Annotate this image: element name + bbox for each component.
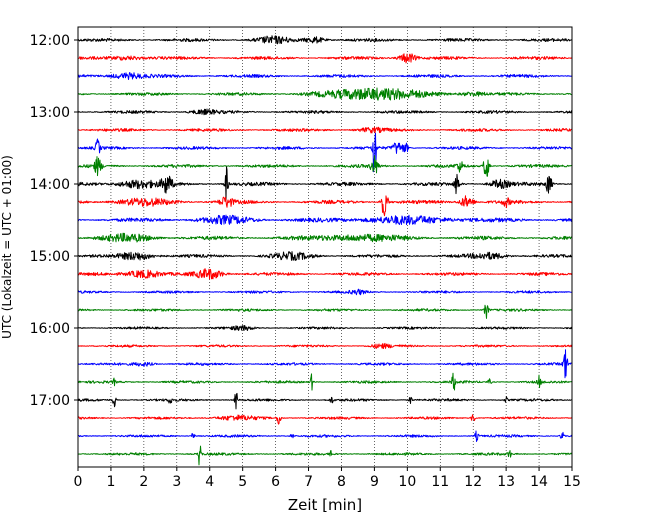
seismogram-trace: [78, 445, 573, 466]
x-axis-label: Zeit [min]: [288, 496, 362, 514]
y-tick-label: 14:00: [30, 177, 70, 193]
traces: [77, 35, 573, 466]
x-tick-label: 0: [74, 474, 83, 490]
seismogram-trace: [77, 132, 573, 173]
seismogram-trace: [77, 232, 573, 243]
seismogram-trace: [77, 108, 573, 116]
y-axis-ticks: 12:00 13:00 14:00 15:00 16:00 17:00: [30, 33, 78, 409]
x-tick-label: 5: [238, 474, 247, 490]
y-tick-label: 12:00: [30, 33, 70, 49]
x-axis-ticks: 0 1 2 3 4 5 6 7 8 9 10 11 12 13 14 15: [74, 467, 581, 490]
seismogram-trace: [77, 166, 573, 201]
y-axis-label: UTC (Lokalzeit = UTC + 01:00): [0, 155, 14, 339]
x-tick-label: 2: [139, 474, 148, 490]
x-tick-label: 7: [304, 474, 313, 490]
seismogram-trace: [77, 214, 573, 226]
seismogram-trace: [78, 342, 573, 349]
x-tick-label: 10: [398, 474, 416, 490]
seismogram-trace: [77, 414, 573, 425]
x-tick-label: 11: [431, 474, 449, 490]
x-tick-label: 14: [530, 474, 548, 490]
x-tick-label: 9: [370, 474, 379, 490]
seismogram-trace: [77, 72, 573, 80]
x-tick-label: 1: [106, 474, 115, 490]
seismogram-trace: [78, 126, 573, 134]
seismogram-trace: [77, 35, 573, 45]
seismogram-trace: [77, 392, 573, 410]
y-tick-label: 15:00: [30, 249, 70, 265]
x-tick-label: 12: [464, 474, 482, 490]
seismogram-trace: [77, 53, 573, 64]
seismogram-trace: [77, 349, 573, 379]
y-tick-label: 17:00: [30, 393, 70, 409]
seismogram-trace: [77, 288, 573, 296]
grid: [110, 27, 540, 467]
seismogram-trace: [77, 268, 573, 280]
x-tick-label: 4: [205, 474, 214, 490]
seismogram-trace: [77, 372, 573, 391]
x-tick-label: 13: [497, 474, 515, 490]
x-tick-label: 8: [337, 474, 346, 490]
seismogram-trace: [77, 155, 573, 177]
seismogram-trace: [77, 430, 573, 442]
x-tick-label: 3: [172, 474, 181, 490]
x-tick-label: 6: [271, 474, 280, 490]
seismogram-trace: [77, 195, 573, 217]
seismogram-trace: [77, 251, 573, 261]
plot-frame: [77, 26, 573, 468]
y-tick-label: 13:00: [30, 105, 70, 121]
seismogram-trace: [77, 304, 573, 319]
y-tick-label: 16:00: [30, 321, 70, 337]
seismogram-trace: [77, 87, 573, 101]
seismogram-trace: [77, 325, 573, 331]
x-tick-label: 15: [563, 474, 581, 490]
